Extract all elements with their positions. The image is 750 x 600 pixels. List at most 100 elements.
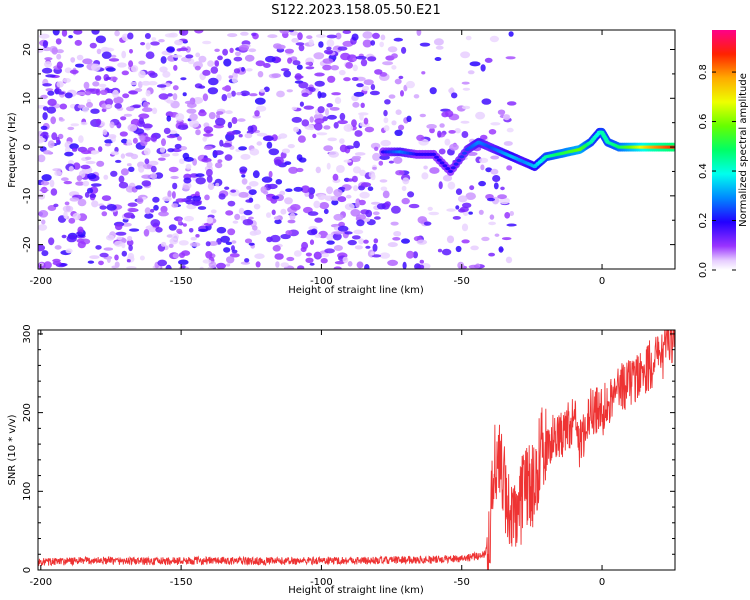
- noise-blob: [367, 186, 374, 191]
- noise-blob: [421, 172, 429, 180]
- noise-blob: [181, 265, 186, 269]
- noise-blob: [175, 198, 186, 203]
- snr-line: [38, 330, 675, 570]
- noise-blob: [126, 266, 137, 269]
- noise-blob: [160, 56, 167, 64]
- noise-blob: [103, 47, 115, 52]
- noise-blob: [63, 211, 68, 219]
- noise-blob: [407, 191, 415, 198]
- noise-blob: [223, 58, 232, 67]
- noise-blob: [99, 205, 107, 210]
- noise-blob: [468, 211, 473, 215]
- noise-blob: [278, 133, 288, 139]
- noise-blob: [98, 83, 107, 88]
- noise-blob: [240, 31, 249, 36]
- noise-blob: [327, 114, 337, 120]
- noise-blob: [370, 40, 376, 46]
- noise-blob: [47, 140, 55, 149]
- noise-blob: [256, 132, 268, 137]
- noise-blob: [57, 91, 65, 95]
- noise-blob: [122, 93, 130, 99]
- noise-blob: [289, 212, 296, 220]
- noise-blob: [342, 30, 352, 34]
- noise-blob: [301, 92, 309, 98]
- noise-blob: [480, 64, 486, 72]
- noise-blob: [372, 243, 378, 252]
- noise-blob: [504, 212, 511, 219]
- noise-blob: [151, 37, 157, 41]
- noise-blob: [121, 138, 128, 144]
- noise-blob: [208, 241, 218, 246]
- noise-blob: [270, 234, 281, 243]
- noise-blob: [42, 40, 49, 48]
- noise-blob: [156, 84, 167, 88]
- noise-blob: [228, 75, 234, 79]
- noise-blob: [437, 130, 442, 138]
- noise-blob: [61, 177, 69, 182]
- noise-blob: [150, 134, 158, 142]
- noise-blob: [76, 175, 83, 182]
- noise-blob: [238, 191, 249, 198]
- noise-blob: [351, 33, 359, 41]
- noise-blob: [169, 238, 179, 245]
- noise-blob: [86, 187, 94, 194]
- noise-blob: [451, 92, 458, 99]
- noise-blob: [55, 38, 62, 45]
- noise-blob: [75, 181, 85, 186]
- noise-blob: [227, 121, 233, 129]
- noise-blob: [139, 134, 146, 142]
- noise-blob: [479, 157, 489, 163]
- snr-y-label: SNR (10 * v/v): [7, 414, 18, 485]
- noise-blob: [342, 256, 349, 263]
- noise-blob: [457, 261, 465, 269]
- noise-blob: [138, 70, 146, 79]
- noise-blob: [138, 113, 150, 119]
- noise-blob: [165, 264, 172, 269]
- noise-blob: [331, 92, 341, 96]
- noise-blob: [427, 206, 433, 211]
- noise-blob: [117, 62, 127, 68]
- noise-blob: [287, 219, 296, 224]
- noise-blob: [105, 67, 116, 72]
- noise-blob: [232, 220, 239, 224]
- noise-blob: [309, 239, 315, 245]
- noise-blob: [371, 254, 382, 258]
- noise-blob: [260, 186, 267, 194]
- noise-blob: [207, 87, 219, 95]
- noise-blob: [39, 33, 50, 39]
- noise-blob: [106, 204, 117, 211]
- noise-blob: [320, 258, 328, 264]
- noise-blob: [98, 260, 104, 266]
- noise-blob: [64, 92, 73, 99]
- noise-blob: [234, 213, 241, 220]
- noise-blob: [323, 145, 334, 152]
- x-tick-label: -150: [170, 577, 193, 588]
- noise-blob: [178, 259, 189, 265]
- noise-blob: [56, 53, 62, 60]
- noise-blob: [263, 86, 270, 93]
- noise-blob: [121, 242, 126, 249]
- noise-blob: [362, 39, 372, 48]
- noise-blob: [355, 55, 367, 60]
- noise-blob: [314, 72, 325, 77]
- noise-blob: [266, 194, 276, 201]
- noise-blob: [416, 239, 428, 245]
- noise-blob: [448, 130, 456, 134]
- noise-blob: [121, 250, 128, 257]
- snr-frame: [37, 329, 676, 571]
- noise-blob: [470, 245, 479, 251]
- y-tick-label: 10: [22, 92, 33, 105]
- noise-blob: [185, 54, 194, 59]
- noise-blob: [391, 120, 397, 126]
- noise-blob: [285, 230, 293, 236]
- noise-blob: [274, 57, 282, 63]
- ridge-point: [445, 167, 451, 171]
- noise-blob: [237, 118, 246, 122]
- noise-blob: [217, 159, 223, 164]
- noise-blob: [150, 173, 158, 180]
- noise-blob: [210, 66, 219, 74]
- noise-blob: [265, 55, 276, 63]
- noise-blob: [333, 188, 343, 197]
- noise-blob: [313, 52, 325, 60]
- x-tick-label: -50: [454, 276, 470, 287]
